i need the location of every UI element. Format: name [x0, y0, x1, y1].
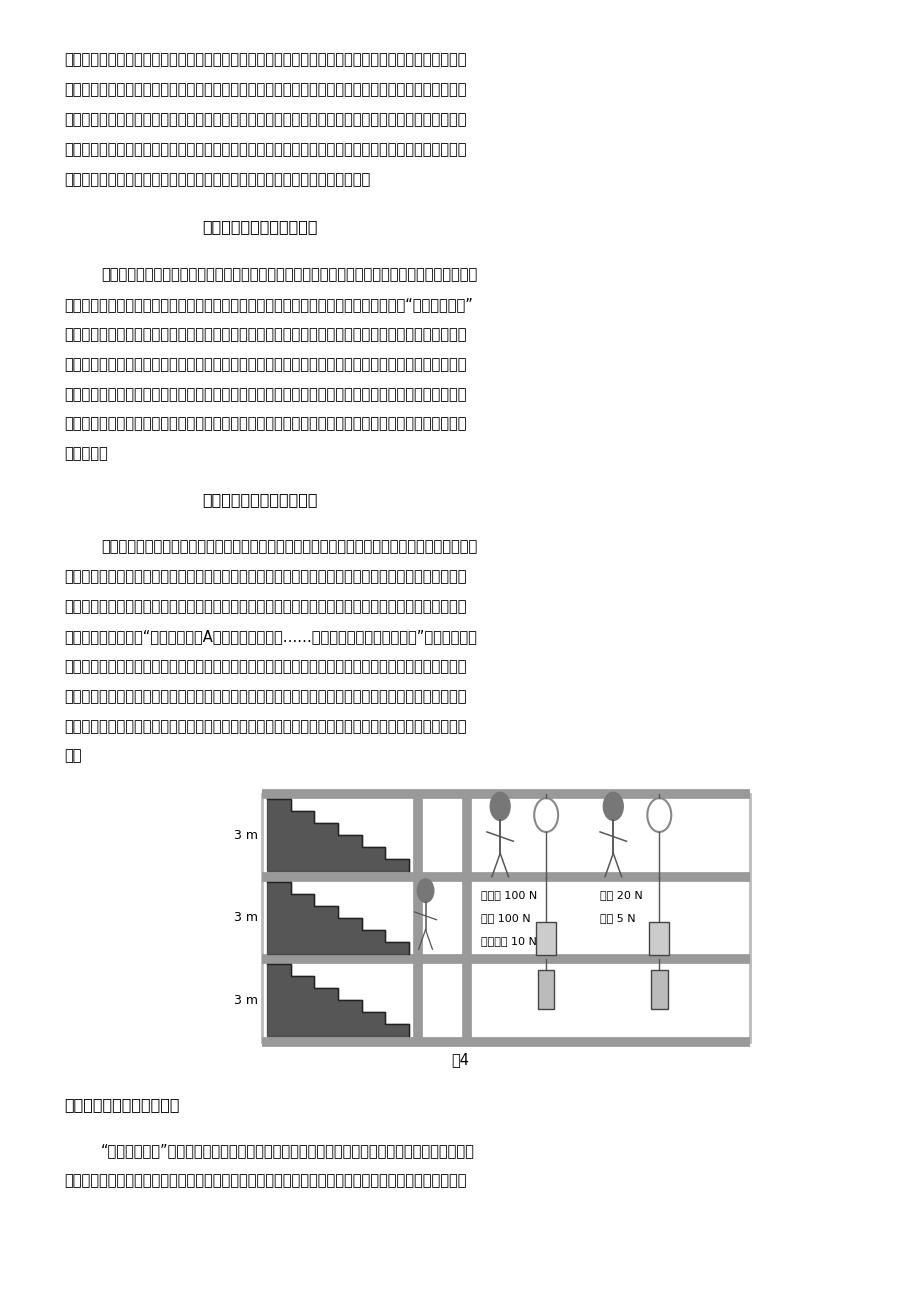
Text: 容时，大多数学生对“从池底的一点A射向空气的光线，……池底升高了，池水变浅了。”这段文字之所: 容时，大多数学生对“从池底的一点A射向空气的光线，……池底升高了，池水变浅了。”…	[64, 629, 477, 644]
Text: 七、编习题，突破教材本位: 七、编习题，突破教材本位	[64, 1098, 180, 1113]
Text: 体重 100 N: 体重 100 N	[481, 913, 530, 923]
Text: 教媒体来展示物理过程，它可以变间断为连续，变静画为动画，而且可以根据实际情况，人为地运用电教: 教媒体来展示物理过程，它可以变间断为连续，变静画为动画，而且可以根据实际情况，人…	[64, 569, 467, 585]
Text: 物理规律反映了物理现象、物理过程在一定条件下必然发生、发展和变化的规律。有些规律可以用: 物理规律反映了物理现象、物理过程在一定条件下必然发生、发展和变化的规律。有些规律…	[101, 267, 477, 283]
Polygon shape	[267, 965, 409, 1036]
Text: 流等打比方；讲述电阵的概念时，把电阵比成是一条山路，导线的电阵几乎为零，看成是平路，因此导线: 流等打比方；讲述电阵的概念时，把电阵比成是一条山路，导线的电阵几乎为零，看成是平…	[64, 142, 467, 158]
Text: 好的效果。: 好的效果。	[64, 447, 108, 462]
Text: 能看到光线，更看不到光线在水面是如何折射的。如果使用电教媒体把光路用动画的形式一一展示出来，: 能看到光线，更看不到光线在水面是如何折射的。如果使用电教媒体把光路用动画的形式一…	[64, 689, 467, 704]
Text: 3 m: 3 m	[233, 993, 257, 1006]
Text: 图4: 图4	[450, 1052, 469, 1068]
Bar	[538, 970, 554, 1009]
Text: 材上的文字叙述和插图描述的内容具体化，从而顺利地掌握相关知识。如教材上在介绍有用功和额外功的: 材上的文字叙述和插图描述的内容具体化，从而顺利地掌握相关知识。如教材上在介绍有用…	[64, 1173, 467, 1189]
Text: 与电阵并联时，电流当然是走平路而不爸山坡，这样描述短路的情景生动形象。: 与电阵并联时，电流当然是走平路而不爸山坡，这样描述短路的情景生动形象。	[64, 172, 370, 187]
Text: 六、用媒体，展示物理过程: 六、用媒体，展示物理过程	[202, 492, 318, 508]
Circle shape	[417, 879, 434, 902]
Text: 冲程。再如，用自制滑动变阵器模型来展示滑动变阵器的结构、模拟因短路事故造成的火灾等都收到了良: 冲程。再如，用自制滑动变阵器模型来展示滑动变阵器的结构、模拟因短路事故造成的火灾…	[64, 417, 467, 432]
Text: 后，再开始升温。就像我们亲密无间的同学一样，当放学后，有几个同学留下来做卫生，另外与他关系密: 后，再开始升温。就像我们亲密无间的同学一样，当放学后，有几个同学留下来做卫生，另…	[64, 52, 467, 68]
Text: 沙子重 100 N: 沙子重 100 N	[481, 889, 537, 900]
Text: 以难以理解，就是因为光线是一假想的模型，并不真实地存在，人能看到物体，感受到物体的存在，但不: 以难以理解，就是因为光线是一假想的模型，并不真实地存在，人能看到物体，感受到物体…	[64, 659, 467, 674]
Text: 境。: 境。	[64, 749, 82, 764]
Text: 学生就很容易接受了；再如，船闸的工作过程、抗水机的工作过程等用动画的形式展示，学生如同身临其: 学生就很容易接受了；再如，船闸的工作过程、抗水机的工作过程等用动画的形式展示，学…	[64, 719, 467, 734]
Text: 3 m: 3 m	[233, 829, 257, 842]
Text: 稻重 20 N: 稻重 20 N	[600, 889, 642, 900]
Bar	[649, 922, 669, 954]
Text: 口袋 5 N: 口袋 5 N	[600, 913, 635, 923]
Polygon shape	[267, 881, 409, 954]
Text: 五、巧模拟，探究物理规律: 五、巧模拟，探究物理规律	[202, 219, 318, 234]
Text: “突破教材本位”是初中物理课程标准中的理念之一。学生通过做教师或自己编的习题，可以让教: “突破教材本位”是初中物理课程标准中的理念之一。学生通过做教师或自己编的习题，可…	[101, 1143, 474, 1159]
Text: 实验再现，有些规律却不能用做实验的方法来再现。但可以用模拟实验来展示。如在讲授“光的直线传播”: 实验再现，有些规律却不能用做实验的方法来再现。但可以用模拟实验来展示。如在讲授“…	[64, 297, 472, 312]
Text: 切的同学就等待他们做完卫生后一起回家一样。上学时张三、李四也要等到一同上学。晶体的凝固也是如: 切的同学就等待他们做完卫生后一起回家一样。上学时张三、李四也要等到一同上学。晶体…	[64, 82, 467, 98]
Circle shape	[490, 793, 509, 820]
Polygon shape	[267, 799, 409, 871]
Bar	[536, 922, 556, 954]
Text: 替太阳来再现日食和月食的成因，效果非常好。又如在讲述柴油机的工作原理时用呼吸动作来模拟其工作: 替太阳来再现日食和月食的成因，效果非常好。又如在讲述柴油机的工作原理时用呼吸动作…	[64, 357, 467, 372]
Circle shape	[603, 793, 622, 820]
Text: 有些物理概念的建立和物理规律的掌握，用实验和模拟实验都不能达到预期的效果时，可以借助电: 有些物理概念的建立和物理规律的掌握，用实验和模拟实验都不能达到预期的效果时，可以…	[101, 539, 477, 555]
Text: 3 m: 3 m	[233, 911, 257, 924]
Text: 时，学生对日食和月食的感受很少。我们可以用地球仪代替地球，用乒乓球代替月亮，用幻灯机的光源代: 时，学生对日食和月食的感受很少。我们可以用地球仪代替地球，用乒乓球代替月亮，用幻…	[64, 327, 467, 342]
Text: 过程，引起了学生极大的兴趣，吸气和压缩（吸气）相当于两个冲程，做功和排气（呼气）又相当于两个: 过程，引起了学生极大的兴趣，吸气和压缩（吸气）相当于两个冲程，做功和排气（呼气）…	[64, 387, 467, 402]
Text: 此，等所有的液态全部凝固后再开始降温。又如，讲述电流的概念时，用风流（空气的流动）、人流、水: 此，等所有的液态全部凝固后再开始降温。又如，讲述电流的概念时，用风流（空气的流动…	[64, 112, 467, 128]
Bar	[651, 970, 667, 1009]
Text: 动滑轮重 10 N: 动滑轮重 10 N	[481, 936, 536, 947]
Text: 媒体设置一些物理情景和演示程序，这样可让学生心领神会，从而达到教学目的。在讲授眼睛受骗这一内: 媒体设置一些物理情景和演示程序，这样可让学生心领神会，从而达到教学目的。在讲授眼…	[64, 599, 467, 615]
